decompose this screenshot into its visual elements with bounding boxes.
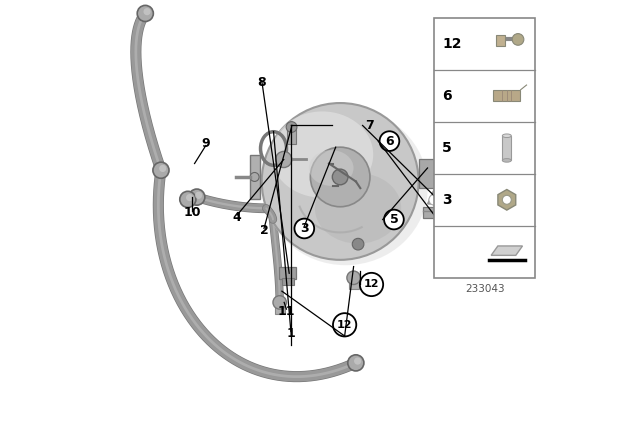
- Bar: [349, 276, 359, 289]
- Text: 2: 2: [260, 224, 268, 237]
- Text: 12: 12: [442, 37, 462, 51]
- Ellipse shape: [502, 134, 511, 138]
- Circle shape: [310, 147, 370, 207]
- Circle shape: [380, 131, 399, 151]
- Text: 4: 4: [233, 211, 241, 224]
- Circle shape: [502, 195, 511, 204]
- Polygon shape: [520, 85, 527, 90]
- Text: 6: 6: [442, 89, 452, 103]
- Circle shape: [153, 162, 169, 178]
- Bar: [495, 35, 506, 46]
- Bar: [250, 155, 260, 199]
- Circle shape: [294, 219, 314, 238]
- Ellipse shape: [263, 108, 428, 265]
- Circle shape: [195, 192, 202, 199]
- Ellipse shape: [271, 112, 373, 198]
- Circle shape: [189, 189, 205, 205]
- Polygon shape: [498, 190, 516, 210]
- Bar: [493, 90, 520, 101]
- Circle shape: [333, 313, 356, 336]
- Bar: [287, 128, 296, 144]
- Text: 8: 8: [257, 76, 266, 90]
- Bar: [419, 159, 437, 188]
- Circle shape: [429, 194, 440, 205]
- Circle shape: [250, 172, 259, 181]
- Bar: [502, 136, 511, 160]
- Text: 6: 6: [385, 134, 394, 148]
- Ellipse shape: [502, 159, 511, 162]
- Text: 10: 10: [184, 206, 201, 220]
- Bar: [435, 18, 535, 278]
- Circle shape: [286, 121, 297, 132]
- Circle shape: [143, 8, 150, 15]
- Circle shape: [262, 103, 419, 260]
- Text: 7: 7: [365, 119, 374, 132]
- Text: 3: 3: [442, 193, 452, 207]
- Text: 3: 3: [300, 222, 308, 235]
- Circle shape: [276, 151, 292, 168]
- Circle shape: [273, 296, 287, 309]
- Ellipse shape: [315, 173, 401, 244]
- Circle shape: [444, 159, 454, 170]
- Bar: [282, 278, 294, 285]
- Bar: [275, 301, 285, 314]
- Circle shape: [137, 5, 154, 22]
- Text: 5: 5: [442, 141, 452, 155]
- Circle shape: [352, 238, 364, 250]
- Ellipse shape: [309, 150, 353, 186]
- Circle shape: [159, 165, 166, 172]
- Polygon shape: [423, 207, 436, 218]
- Circle shape: [360, 273, 383, 296]
- Circle shape: [186, 194, 193, 201]
- Text: 12: 12: [364, 280, 380, 289]
- Text: 233043: 233043: [465, 284, 504, 294]
- Circle shape: [347, 271, 360, 284]
- Polygon shape: [491, 246, 522, 255]
- Circle shape: [332, 169, 348, 185]
- Circle shape: [180, 191, 196, 207]
- Text: 9: 9: [202, 137, 210, 150]
- Circle shape: [458, 194, 469, 205]
- Text: 12: 12: [337, 320, 353, 330]
- Text: 11: 11: [278, 305, 295, 318]
- Circle shape: [348, 355, 364, 371]
- Bar: [279, 267, 296, 279]
- Circle shape: [384, 210, 404, 229]
- Polygon shape: [428, 157, 470, 204]
- Text: 5: 5: [390, 213, 398, 226]
- Text: 1: 1: [287, 327, 295, 340]
- Circle shape: [354, 358, 361, 365]
- Circle shape: [512, 34, 524, 45]
